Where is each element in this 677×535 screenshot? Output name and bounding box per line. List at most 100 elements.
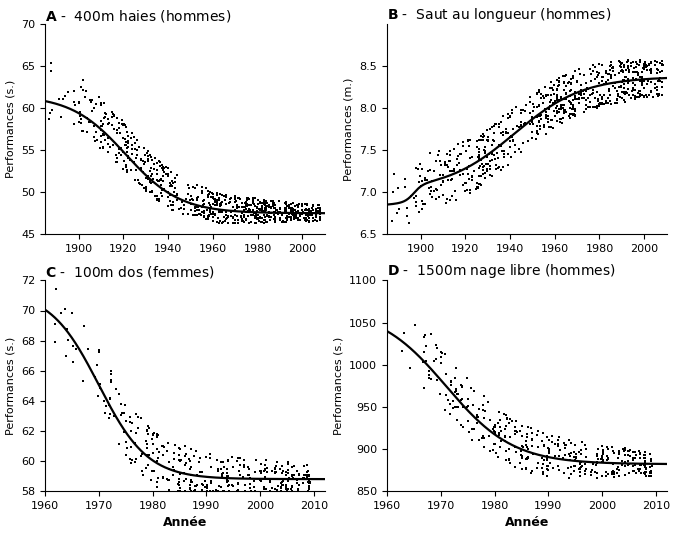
- Point: [570, 110, 581, 119]
- Point: [482, 167, 493, 175]
- Point: [494, 442, 505, 451]
- Point: [153, 454, 164, 462]
- Point: [645, 467, 655, 476]
- Point: [96, 137, 107, 146]
- Point: [261, 218, 271, 226]
- Point: [503, 109, 514, 118]
- Point: [462, 373, 473, 382]
- Point: [494, 120, 504, 128]
- Point: [206, 463, 217, 471]
- Point: [635, 450, 646, 458]
- Point: [466, 172, 477, 180]
- Point: [89, 136, 100, 145]
- Point: [206, 193, 217, 202]
- Point: [500, 425, 510, 433]
- Point: [618, 76, 629, 85]
- Point: [426, 186, 437, 195]
- Point: [607, 67, 618, 75]
- Point: [447, 404, 458, 412]
- Point: [452, 416, 462, 424]
- Point: [505, 152, 516, 161]
- Point: [478, 406, 489, 415]
- Point: [210, 197, 221, 206]
- Point: [98, 114, 109, 123]
- Point: [195, 468, 206, 476]
- Point: [190, 487, 201, 495]
- Point: [102, 119, 113, 128]
- Point: [86, 98, 97, 106]
- Point: [573, 94, 584, 103]
- Point: [215, 206, 225, 215]
- Point: [591, 460, 602, 469]
- Point: [540, 90, 551, 99]
- Point: [312, 201, 323, 210]
- Point: [140, 187, 151, 195]
- Point: [252, 204, 263, 212]
- Point: [268, 204, 279, 212]
- Point: [114, 129, 125, 137]
- Point: [173, 456, 184, 464]
- Point: [212, 189, 223, 198]
- Point: [201, 484, 212, 492]
- Point: [487, 136, 498, 144]
- Point: [137, 467, 148, 475]
- Point: [591, 458, 602, 467]
- Point: [158, 177, 169, 185]
- Point: [638, 84, 649, 93]
- Point: [134, 179, 145, 188]
- Point: [250, 456, 261, 464]
- Point: [165, 167, 176, 176]
- Point: [489, 137, 500, 146]
- Point: [89, 121, 100, 130]
- Point: [196, 208, 207, 216]
- Point: [219, 487, 230, 495]
- Point: [565, 86, 576, 94]
- Point: [501, 415, 512, 424]
- Point: [538, 94, 549, 102]
- Point: [621, 58, 632, 67]
- Point: [505, 132, 516, 141]
- Point: [635, 91, 646, 100]
- Point: [570, 462, 581, 470]
- Point: [268, 211, 279, 219]
- Point: [575, 468, 586, 476]
- Point: [143, 422, 154, 430]
- Point: [92, 391, 103, 400]
- Point: [586, 470, 596, 479]
- Point: [248, 194, 259, 202]
- Point: [95, 121, 106, 130]
- Point: [299, 474, 309, 483]
- Point: [406, 192, 416, 200]
- Point: [534, 118, 545, 126]
- Point: [119, 427, 130, 436]
- Point: [440, 159, 451, 167]
- Point: [249, 194, 260, 203]
- Point: [199, 476, 210, 485]
- Point: [312, 207, 323, 215]
- Point: [313, 201, 324, 210]
- Point: [125, 166, 136, 175]
- Point: [283, 460, 294, 469]
- Point: [228, 462, 239, 471]
- Point: [242, 200, 253, 208]
- Point: [216, 483, 227, 491]
- Point: [140, 184, 151, 192]
- Point: [310, 213, 321, 221]
- Point: [539, 442, 550, 450]
- Point: [526, 469, 537, 477]
- Point: [600, 98, 611, 107]
- Point: [151, 165, 162, 174]
- Point: [440, 199, 451, 208]
- Point: [575, 460, 586, 468]
- Point: [617, 461, 628, 469]
- Point: [261, 218, 271, 226]
- Point: [547, 86, 558, 94]
- Y-axis label: Performances (m.): Performances (m.): [344, 77, 354, 181]
- Point: [221, 213, 232, 222]
- Point: [565, 92, 575, 101]
- Point: [232, 457, 242, 465]
- Point: [605, 96, 616, 105]
- Point: [527, 434, 538, 443]
- Point: [261, 204, 271, 213]
- Point: [259, 483, 270, 492]
